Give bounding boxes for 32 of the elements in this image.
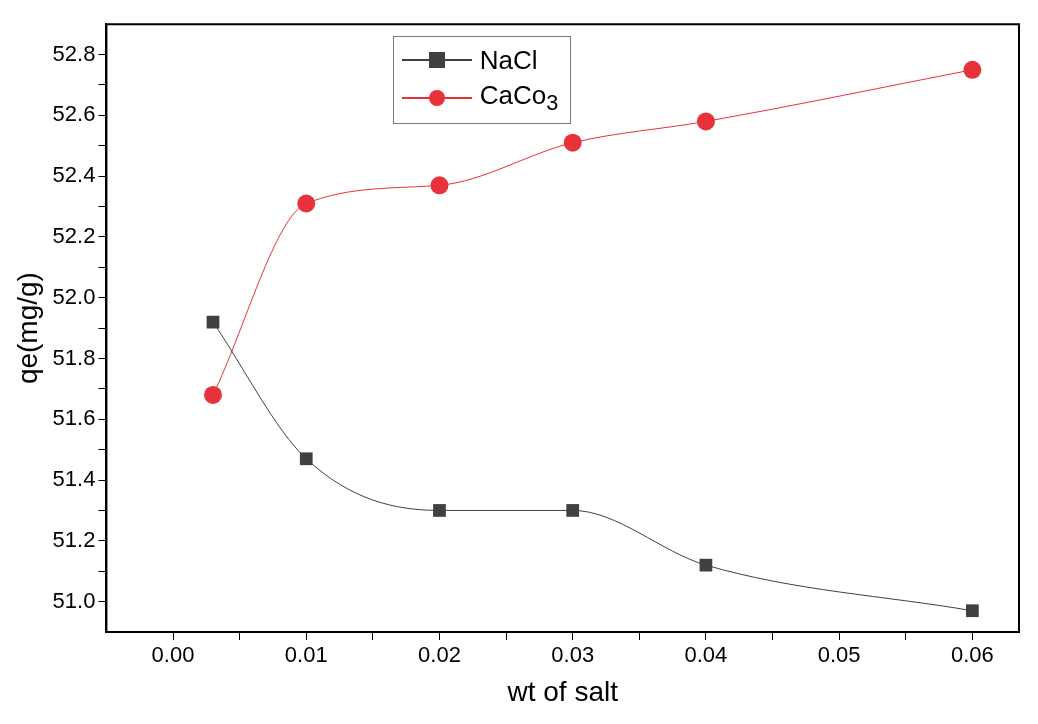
point [966, 604, 979, 618]
point [433, 504, 446, 517]
point [430, 176, 449, 195]
y-tick-label: 52.0 [52, 283, 96, 309]
legend-label: NaCl [479, 44, 538, 76]
x-tick-label: 0.02 [418, 642, 461, 668]
y-axis-title: qe(mg/g) [11, 272, 43, 385]
x-tick-label: 0.00 [151, 642, 195, 668]
y-tick-label: 51.0 [52, 587, 96, 613]
y-tick-label: 52.4 [52, 162, 96, 188]
legend-label: CaCo$_{3}$ [479, 80, 559, 117]
point [563, 133, 582, 152]
point [699, 558, 713, 572]
y-tick-label: 51.2 [52, 526, 96, 552]
x-tick-label: 0.04 [684, 642, 728, 668]
point [566, 504, 580, 517]
y-tick-label: 52.6 [52, 101, 96, 127]
y-tick-label: 51.4 [52, 466, 96, 492]
y-tick-label: 52.2 [52, 222, 96, 248]
x-tick-label: 0.01 [284, 642, 328, 668]
y-tick-label: 51.8 [52, 344, 96, 370]
x-tick-label: 0.06 [950, 642, 994, 668]
x-tick-label: 0.05 [817, 642, 861, 668]
y-tick-label: 51.6 [52, 405, 96, 431]
point [204, 385, 222, 404]
x-tick-label: 0.03 [551, 642, 595, 668]
point [297, 194, 316, 213]
y-tick-label: 52.8 [52, 40, 96, 66]
x-axis-title: wt of salt [506, 675, 619, 707]
point [963, 60, 982, 79]
point [299, 452, 313, 466]
point [696, 112, 715, 131]
